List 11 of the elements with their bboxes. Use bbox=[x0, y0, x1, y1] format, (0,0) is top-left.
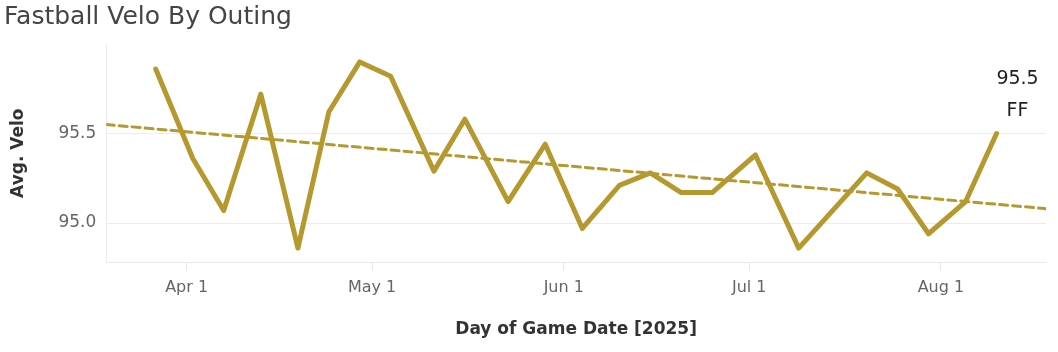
series-label: FF bbox=[1006, 97, 1029, 120]
x-tick-label: Jul 1 bbox=[730, 277, 767, 297]
y-tick-label: 95.0 bbox=[58, 211, 97, 232]
x-tick-label: Apr 1 bbox=[165, 277, 209, 297]
x-tick-label: Jun 1 bbox=[542, 277, 584, 297]
x-tick-label: May 1 bbox=[347, 277, 397, 297]
x-tick-label: Aug 1 bbox=[917, 277, 965, 297]
x-axis-title: Day of Game Date [2025] bbox=[455, 318, 697, 339]
data-label: 95.5 bbox=[996, 65, 1039, 88]
y-axis-title: Avg. Velo bbox=[6, 108, 27, 198]
chart-title: Fastball Velo By Outing bbox=[4, 0, 292, 30]
